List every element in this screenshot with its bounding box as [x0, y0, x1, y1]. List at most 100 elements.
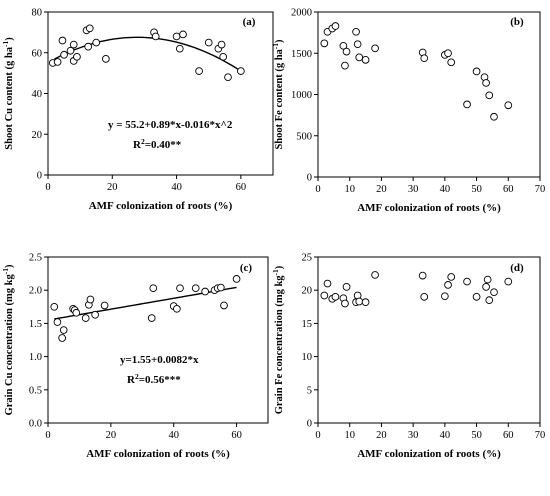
data-point	[331, 292, 340, 301]
y-tick-label: 2.5	[29, 253, 42, 264]
data-point	[217, 40, 226, 49]
x-tick-label: 20	[107, 182, 118, 193]
x-axis-label: AMF colonization of roots (%)	[89, 200, 233, 212]
x-tick-label: 10	[344, 430, 355, 441]
regression-equation: y=1.55+0.0082*x	[120, 354, 199, 366]
x-axis-label: AMF colonization of roots (%)	[357, 202, 501, 214]
x-tick-label: 20	[106, 430, 117, 441]
x-tick-label: 40	[171, 182, 182, 193]
data-point	[485, 91, 494, 100]
panel-a: 0 20 40 60 0 20 40 60 80 AMF colonization of root…	[1, 8, 274, 212]
plot-frame	[47, 256, 269, 424]
x-tick-label: 60	[236, 182, 247, 193]
data-point	[58, 36, 67, 45]
data-point	[472, 67, 481, 76]
data-point	[320, 39, 329, 48]
data-point	[483, 275, 492, 284]
data-point	[92, 38, 101, 47]
x-tick-label: 50	[471, 184, 482, 195]
y-tick-label: 0	[307, 419, 312, 430]
data-point	[84, 42, 93, 51]
data-point	[217, 283, 225, 292]
x-axis-label: AMF colonization of roots (%)	[86, 448, 230, 460]
data-point	[331, 22, 340, 30]
y-tick-label: 10	[302, 352, 313, 363]
regression-line	[54, 286, 237, 320]
x-tick-label: 40	[168, 430, 179, 441]
x-tick-label: 0	[45, 430, 50, 441]
data-point	[195, 67, 203, 75]
data-point	[173, 304, 181, 313]
y-tick-label: 1000	[291, 90, 312, 101]
data-point	[102, 55, 110, 63]
data-point	[176, 284, 184, 293]
data-point	[232, 275, 241, 283]
data-point	[472, 292, 481, 301]
data-point	[339, 41, 348, 50]
data-point	[237, 67, 245, 75]
data-point	[447, 273, 456, 281]
x-tick-label: 60	[503, 430, 514, 441]
y-tick-label: 25	[302, 253, 313, 264]
data-point	[175, 44, 184, 53]
x-tick-label: 10	[344, 184, 355, 195]
data-point	[191, 284, 200, 293]
regression-equation: y = 55.2+0.89*x-0.016*x^2	[108, 119, 233, 131]
data-point	[58, 334, 66, 342]
y-tick-label: 80	[32, 8, 43, 19]
panel-label: (d)	[510, 262, 524, 274]
data-point	[463, 100, 471, 109]
data-point	[100, 301, 109, 310]
data-point	[50, 302, 59, 311]
y-axis-label: Shoot Fe content (g ha-1)	[271, 39, 286, 150]
data-point	[355, 297, 364, 306]
data-point	[219, 52, 228, 61]
data-point	[361, 55, 370, 64]
y-tick-label: 60	[32, 48, 43, 59]
panel-d: 0 10 20 30 40 50 60 70 0 5 10 15 20 25 AMF colonizatio…	[271, 253, 546, 461]
x-tick-label: 60	[503, 184, 514, 195]
x-tick-label: 60	[231, 430, 242, 441]
x-tick-label: 0	[45, 182, 50, 193]
data-point	[86, 295, 95, 304]
y-tick-label: 2000	[291, 8, 312, 19]
y-tick-label: 0.0	[29, 419, 42, 430]
x-tick-label: 50	[471, 430, 482, 441]
data-point	[91, 310, 99, 319]
data-point	[59, 326, 68, 334]
data-point	[504, 101, 513, 110]
data-point	[447, 58, 456, 67]
data-point	[420, 54, 429, 63]
data-point	[85, 24, 94, 33]
data-point	[342, 47, 351, 56]
plot-frame	[317, 11, 541, 178]
data-point	[341, 61, 349, 70]
data-point	[361, 298, 370, 307]
data-point	[149, 284, 158, 293]
y-tick-label: 0.5	[29, 385, 42, 396]
y-tick-label: 1.5	[29, 319, 42, 330]
y-tick-label: 20	[32, 130, 43, 141]
y-tick-label: 500	[296, 131, 312, 142]
x-axis-label: AMF colonization of roots (%)	[357, 448, 501, 460]
panel-label: (b)	[510, 16, 524, 28]
data-point	[320, 291, 329, 300]
data-point	[482, 283, 490, 291]
data-point	[81, 314, 90, 322]
regression-line	[54, 36, 242, 72]
data-point	[420, 292, 429, 301]
plot-frame	[317, 256, 541, 424]
y-tick-label: 15	[302, 319, 313, 330]
data-point	[60, 50, 68, 59]
data-point	[418, 271, 427, 280]
data-point	[485, 296, 494, 305]
x-tick-label: 30	[408, 184, 419, 195]
data-point	[482, 79, 490, 87]
data-point	[342, 283, 351, 291]
panel-label: (c)	[240, 262, 253, 274]
data-point	[463, 277, 471, 286]
x-tick-label: 0	[315, 430, 320, 441]
data-point	[444, 49, 452, 58]
y-tick-label: 0	[37, 171, 42, 182]
y-tick-label: 40	[32, 89, 43, 100]
